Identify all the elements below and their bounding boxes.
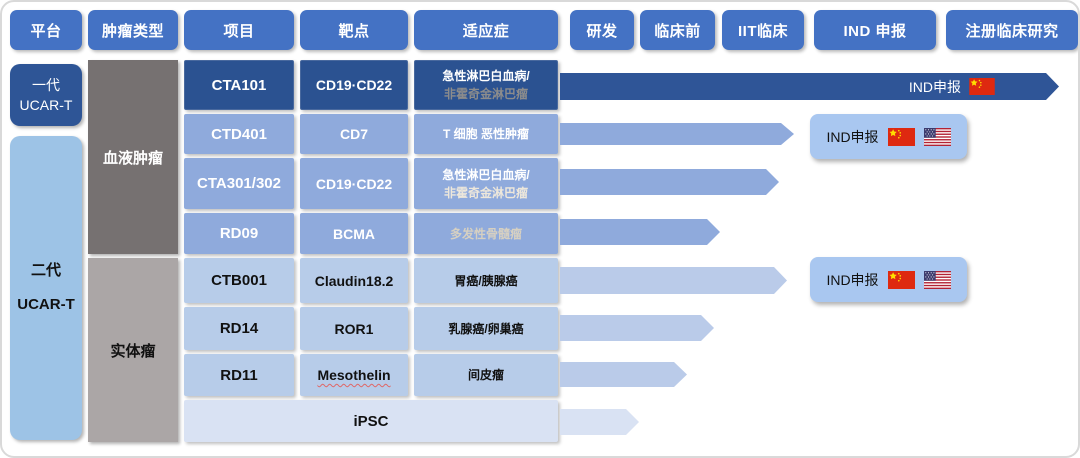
platform-gen2-line1: 二代 — [30, 262, 61, 280]
indication-cell: 胃癌/胰腺癌 — [414, 258, 558, 303]
ind-filing-label: IND申报 — [826, 128, 879, 145]
header-target: 靶点 — [300, 10, 408, 50]
project-cell: RD09 — [184, 213, 294, 254]
pipeline-arrow-cta101: IND申报 — [560, 73, 1059, 100]
header-project: 项目 — [184, 10, 294, 50]
header-preclinical-stage: 临床前 — [640, 10, 715, 50]
indication-line: 急性淋巴白血病/ — [442, 167, 530, 182]
indication-cell: 多发性骨髓瘤 — [414, 213, 558, 254]
ind-filing-label: IND申报 — [908, 78, 961, 95]
header-rd-stage: 研发 — [570, 10, 634, 50]
target-cell: CD19·CD22 — [300, 158, 408, 209]
platform-gen1-ucart: 一代 UCAR-T — [10, 64, 82, 126]
indication-line: 乳腺癌/卵巢癌 — [448, 321, 524, 336]
platform-gen2-ucart: 二代 UCAR-T — [10, 136, 82, 440]
target-cell: ROR1 — [300, 307, 408, 350]
header-ind-filing-stage: IND 申报 — [814, 10, 936, 50]
usa-flag-icon — [923, 127, 951, 146]
target-cell: CD7 — [300, 114, 408, 154]
header-tumor-type: 肿瘤类型 — [88, 10, 178, 50]
indication-line: 多发性骨髓瘤 — [449, 226, 522, 241]
indication-line: T 细胞 恶性肿瘤 — [443, 127, 529, 141]
project-cell: CTA301/302 — [184, 158, 294, 209]
project-cell: RD14 — [184, 307, 294, 350]
target-text: Mesothelin — [317, 367, 391, 383]
header-platform: 平台 — [10, 10, 82, 50]
pipeline-arrow-ctb001 — [560, 267, 787, 294]
pipeline-arrow-ipsc — [560, 409, 639, 435]
tumor-type-hematologic: 血液肿瘤 — [88, 60, 178, 254]
target-cell: Mesothelin — [300, 354, 408, 396]
ipsc-spanning-cell: iPSC — [184, 400, 558, 442]
project-cell: CTD401 — [184, 114, 294, 154]
ind-filing-badge-ctd401: IND申报 — [810, 114, 967, 159]
usa-flag-icon — [923, 270, 951, 289]
ind-filing-badge-ctb001: IND申报 — [810, 257, 967, 302]
indication-cell: 间皮瘤 — [414, 354, 558, 396]
target-cell: Claudin18.2 — [300, 258, 408, 303]
target-cell: CD19·CD22 — [300, 60, 408, 110]
platform-gen1-line2: UCAR-T — [19, 97, 73, 113]
platform-gen2-line2: UCAR-T — [17, 296, 75, 313]
platform-gen1-line1: 一代 — [32, 76, 60, 93]
indication-line: 非霍奇金淋巴瘤 — [443, 185, 528, 200]
indication-cell: 急性淋巴白血病/ 非霍奇金淋巴瘤 — [414, 60, 558, 110]
indication-cell: 急性淋巴白血病/ 非霍奇金淋巴瘤 — [414, 158, 558, 209]
pipeline-arrow-ctd401 — [560, 123, 794, 145]
indication-line: 急性淋巴白血病/ — [442, 69, 530, 83]
pipeline-arrow-rd09 — [560, 219, 720, 245]
indication-line: 间皮瘤 — [467, 368, 504, 382]
indication-cell: T 细胞 恶性肿瘤 — [414, 114, 558, 154]
project-cell: CTB001 — [184, 258, 294, 303]
indication-line: 非霍奇金淋巴瘤 — [443, 87, 528, 101]
pipeline-arrow-rd11 — [560, 362, 687, 387]
tumor-type-solid: 实体瘤 — [88, 258, 178, 442]
target-cell: BCMA — [300, 213, 408, 254]
pipeline-arrow-rd14 — [560, 315, 714, 341]
indication-cell: 乳腺癌/卵巢癌 — [414, 307, 558, 350]
header-iit-clinical-stage: IIT临床 — [722, 10, 804, 50]
header-registered-clinical-stage: 注册临床研究 — [946, 10, 1078, 50]
indication-line: 胃癌/胰腺癌 — [454, 273, 518, 288]
china-flag-icon — [887, 270, 915, 289]
china-flag-icon — [969, 78, 995, 95]
ind-filing-label: IND申报 — [826, 271, 879, 288]
china-flag-icon — [887, 127, 915, 146]
project-cell: RD11 — [184, 354, 294, 396]
project-cell: CTA101 — [184, 60, 294, 110]
header-indication: 适应症 — [414, 10, 558, 50]
pipeline-arrow-cta301-302 — [560, 169, 779, 195]
